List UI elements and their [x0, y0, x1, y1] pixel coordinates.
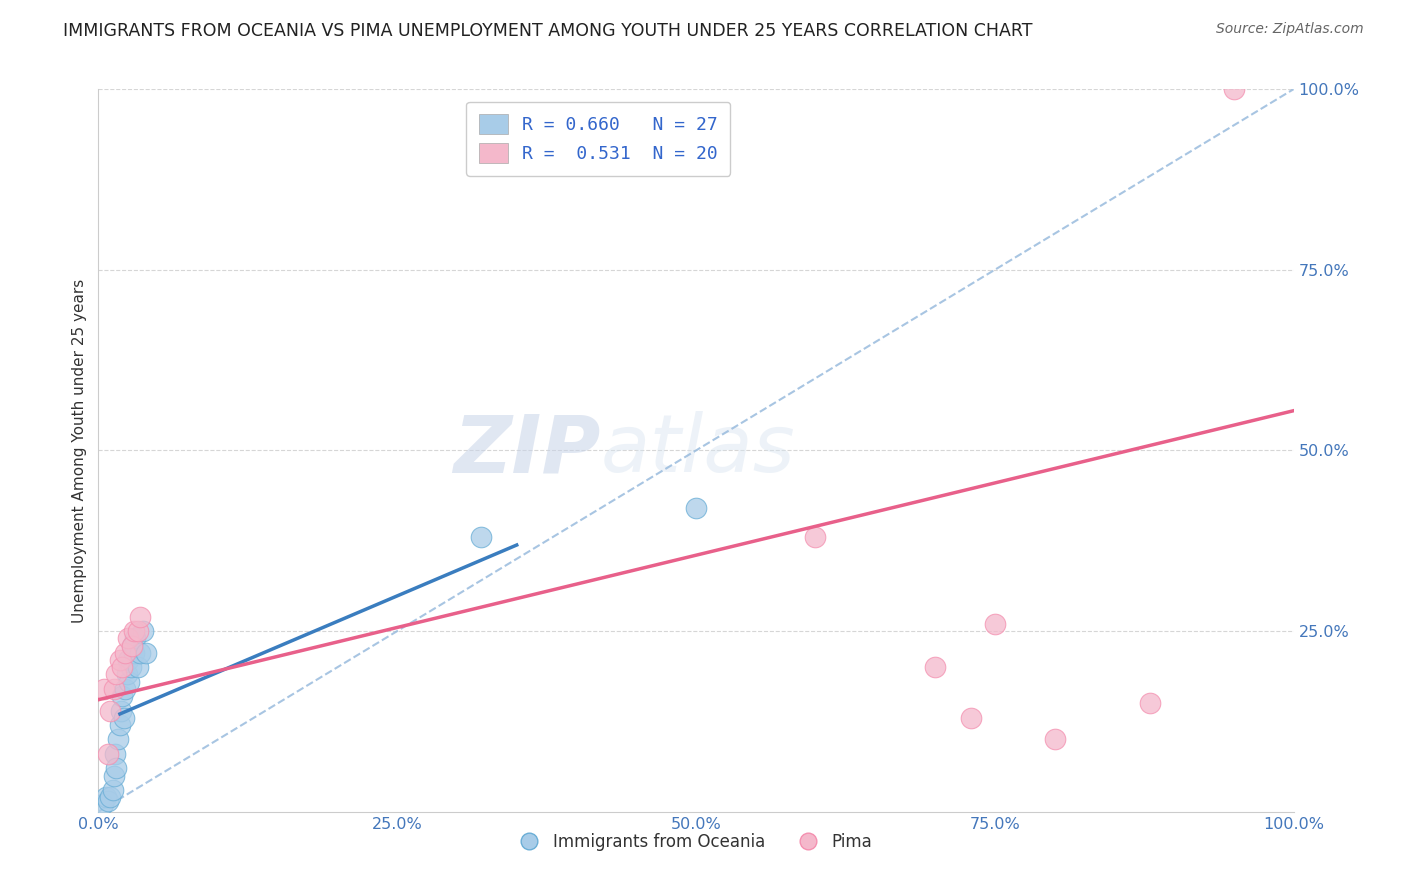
Point [118, 674, 141, 689]
Point [804, 530, 827, 544]
Point [114, 681, 136, 696]
Point [103, 769, 125, 783]
Point [114, 646, 136, 660]
Point [124, 646, 146, 660]
Point [127, 624, 149, 639]
Point [124, 632, 146, 646]
Text: IMMIGRANTS FROM OCEANIA VS PIMA UNEMPLOYMENT AMONG YOUTH UNDER 25 YEARS CORRELAT: IMMIGRANTS FROM OCEANIA VS PIMA UNEMPLOY… [63, 22, 1033, 40]
Point [129, 609, 152, 624]
Point [98, 704, 122, 718]
Point [103, 681, 125, 696]
Point [107, 732, 129, 747]
Point [101, 783, 124, 797]
Point [111, 689, 134, 703]
Point [1223, 82, 1246, 96]
Point [124, 624, 146, 639]
Point [97, 794, 120, 808]
Point [108, 718, 131, 732]
Point [108, 653, 131, 667]
Point [93, 681, 115, 696]
Point [97, 747, 120, 761]
Text: ZIP: ZIP [453, 411, 600, 490]
Legend: Immigrants from Oceania, Pima: Immigrants from Oceania, Pima [513, 826, 879, 857]
Point [135, 646, 157, 660]
Point [91, 797, 114, 812]
Point [120, 660, 142, 674]
Point [117, 632, 139, 646]
Point [117, 653, 139, 667]
Point [94, 790, 117, 805]
Point [105, 667, 128, 681]
Point [111, 660, 134, 674]
Y-axis label: Unemployment Among Youth under 25 years: Unemployment Among Youth under 25 years [72, 278, 87, 623]
Point [129, 646, 152, 660]
Point [105, 761, 128, 775]
Point [131, 624, 153, 639]
Point [960, 711, 983, 725]
Point [1139, 696, 1161, 710]
Point [121, 639, 143, 653]
Point [1043, 732, 1066, 747]
Point [121, 639, 143, 653]
Point [98, 790, 122, 805]
Point [115, 667, 138, 681]
Point [104, 747, 127, 761]
Point [685, 501, 707, 516]
Point [984, 616, 1007, 631]
Text: atlas: atlas [600, 411, 796, 490]
Point [110, 704, 132, 718]
Point [127, 660, 149, 674]
Point [112, 711, 135, 725]
Point [470, 530, 492, 544]
Point [924, 660, 946, 674]
Text: Source: ZipAtlas.com: Source: ZipAtlas.com [1216, 22, 1364, 37]
